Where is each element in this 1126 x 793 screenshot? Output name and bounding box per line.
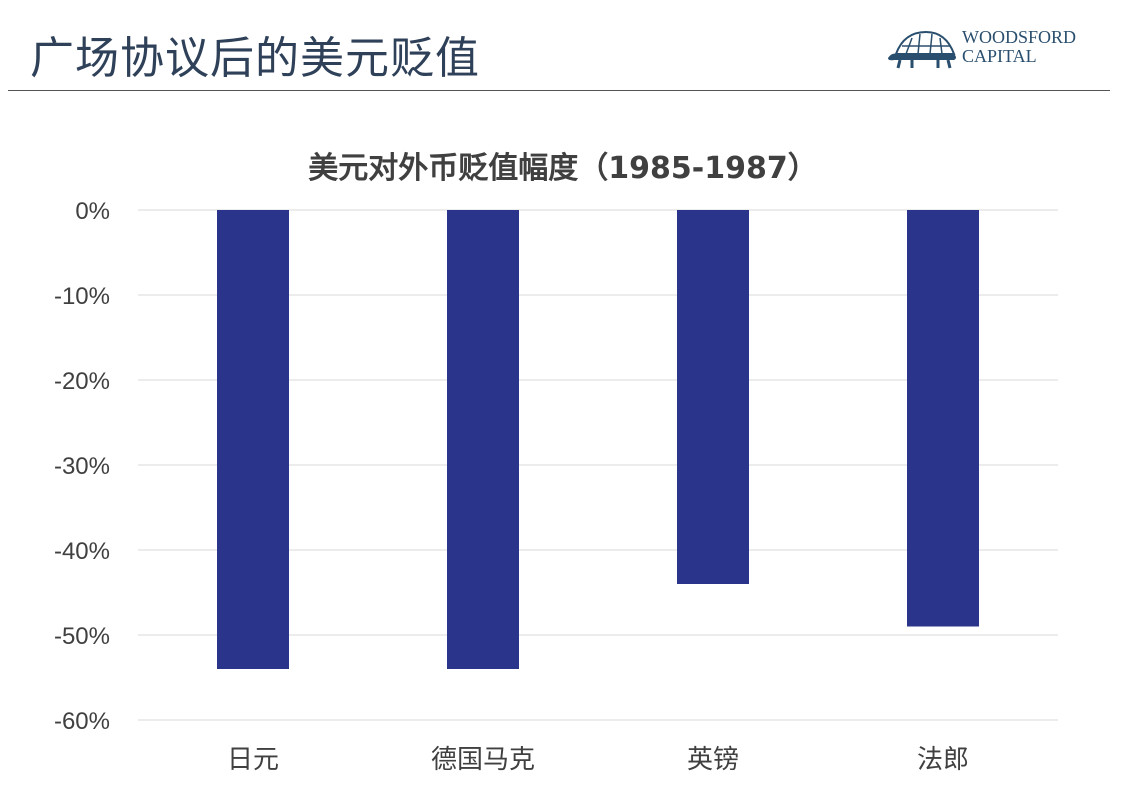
y-tick-label: -40% — [54, 538, 110, 565]
bar-1 — [447, 210, 519, 669]
slide-title: 广场协议后的美元贬值 — [30, 33, 480, 84]
title-divider — [8, 90, 1110, 91]
x-category-label: 英镑 — [687, 745, 739, 775]
x-category-label: 法郎 — [917, 745, 969, 775]
x-category-label: 日元 — [227, 745, 279, 775]
x-category-label: 德国马克 — [431, 745, 535, 775]
tortoise-icon — [888, 30, 956, 69]
y-tick-label: -30% — [54, 453, 110, 480]
logo-line2: CAPITAL — [962, 45, 1037, 66]
y-tick-label: -10% — [54, 283, 110, 310]
bar-3 — [907, 210, 979, 627]
woodsford-logo: WOODSFORD CAPITAL — [882, 24, 1102, 76]
bar-0 — [217, 210, 289, 669]
logo-line1: WOODSFORD — [962, 27, 1077, 47]
y-tick-label: -20% — [54, 368, 110, 395]
y-tick-label: -50% — [54, 623, 110, 650]
chart-title: 美元对外币贬值幅度（1985-1987） — [308, 151, 818, 186]
bar-2 — [677, 210, 749, 584]
y-tick-label: 0% — [75, 198, 110, 225]
y-tick-label: -60% — [54, 708, 110, 735]
